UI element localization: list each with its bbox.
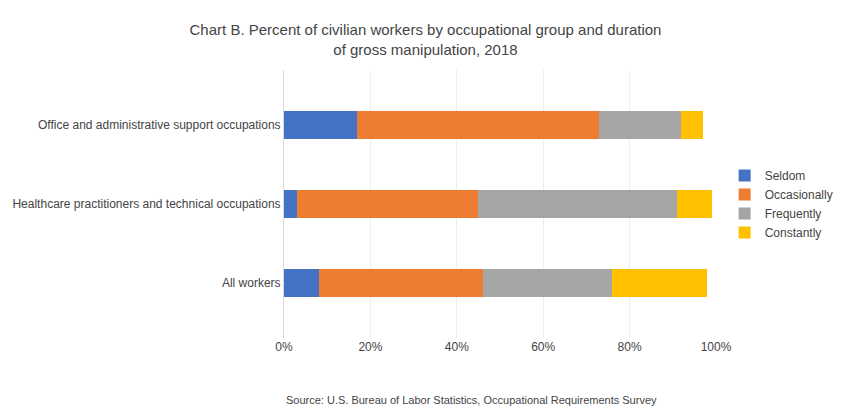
svg-text:40%: 40% [445, 340, 469, 354]
svg-text:Frequently: Frequently [765, 207, 822, 221]
svg-text:Office and administrative supp: Office and administrative support occupa… [38, 118, 281, 132]
svg-text:100%: 100% [701, 340, 732, 354]
svg-text:20%: 20% [358, 340, 382, 354]
svg-text:Seldom: Seldom [765, 169, 806, 183]
svg-text:Chart B. Percent of civilian w: Chart B. Percent of civilian workers by … [190, 21, 662, 58]
svg-text:Source: U.S. Bureau of Labor S: Source: U.S. Bureau of Labor Statistics,… [286, 394, 657, 406]
svg-text:80%: 80% [618, 340, 642, 354]
svg-text:Constantly: Constantly [765, 226, 822, 240]
svg-text:Occasionally: Occasionally [765, 188, 833, 202]
svg-text:0%: 0% [275, 340, 293, 354]
svg-text:Healthcare practitioners and t: Healthcare practitioners and technical o… [12, 197, 280, 211]
svg-text:All workers: All workers [222, 276, 281, 290]
svg-text:60%: 60% [531, 340, 555, 354]
